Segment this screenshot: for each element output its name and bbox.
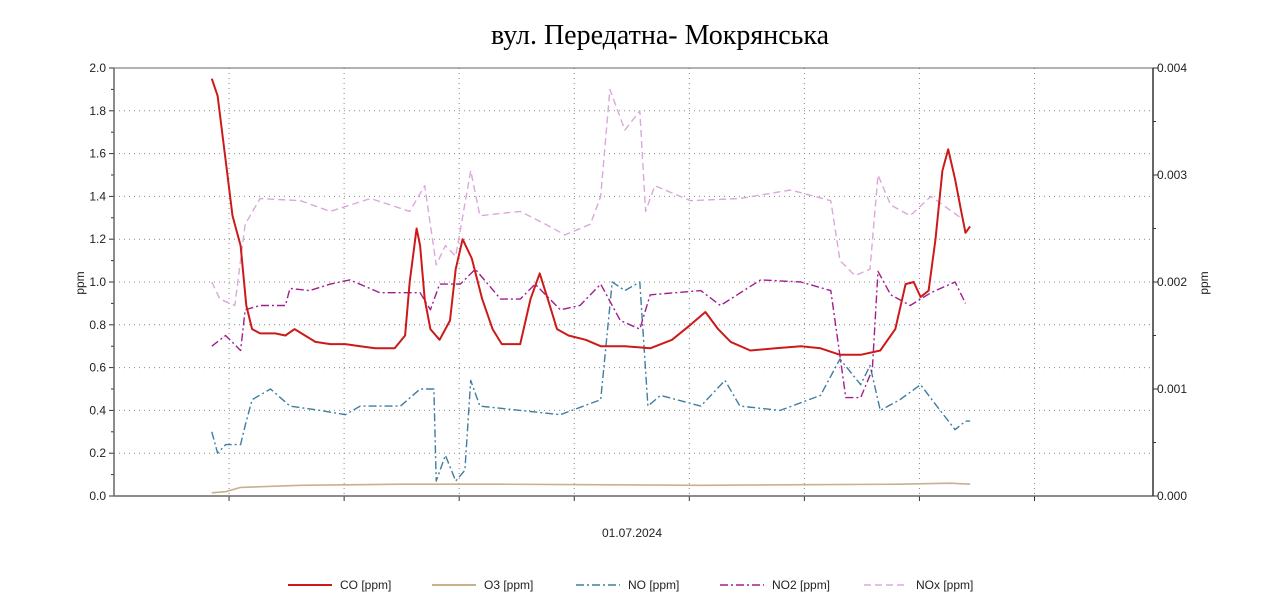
y-tick-label: 1.8: [89, 104, 106, 118]
axes: 0.0 0.2 0.4 0.6 0.8 1.0 1.2 1.4 1.6 1.8 2.0 0.000 0.…: [89, 61, 1187, 503]
legend-swatch-no: [576, 584, 620, 586]
y-tick-label: 1.4: [89, 189, 106, 203]
legend-label: NO2 [ppm]: [772, 578, 831, 592]
legend-swatch-no2: [720, 584, 764, 586]
y-tick-label: 0.0: [89, 489, 106, 503]
series-line-o3: [211, 482, 971, 494]
series-line-no2: [211, 268, 967, 399]
legend-label: NO [ppm]: [628, 578, 680, 592]
legend-item-o3: O3 [ppm]: [432, 578, 533, 592]
y-tick-label: 0.6: [89, 361, 106, 375]
legend-swatch-nox: [864, 584, 908, 586]
legend-item-nox: NOx [ppm]: [864, 578, 973, 592]
y-tick-label: 0.2: [89, 446, 106, 460]
y-tick-label: 2.0: [89, 61, 106, 75]
y-tick-label: 1.6: [89, 147, 106, 161]
chart-title: вул. Передатна- Мокрянська: [491, 20, 830, 51]
y2-tick-label: 0.003: [1157, 168, 1187, 182]
y2-tick-label: 0.004: [1157, 61, 1187, 75]
y2-tick-label: 0.000: [1157, 489, 1187, 503]
grid: [114, 68, 1153, 496]
series-group: [210, 78, 971, 494]
legend-item-no2: NO2 [ppm]: [720, 578, 830, 592]
y-tick-label: 0.8: [89, 318, 106, 332]
series-line-co: [210, 78, 971, 356]
legend-item-no: NO [ppm]: [576, 578, 679, 592]
legend-label: CO [ppm]: [340, 578, 392, 592]
y2-axis-label: ppm: [1197, 271, 1211, 294]
legend-swatch-co: [288, 584, 332, 586]
y-axis-label: ppm: [73, 271, 87, 294]
y2-tick-label: 0.002: [1157, 275, 1187, 289]
y-tick-label: 0.4: [89, 403, 106, 417]
legend-label: O3 [ppm]: [484, 578, 534, 592]
legend: CO [ppm] O3 [ppm] NO [ppm] NO2 [ppm] NOx…: [0, 578, 1280, 598]
y2-tick-label: 0.001: [1157, 382, 1187, 396]
series-line-nox: [211, 88, 962, 307]
legend-item-co: CO [ppm]: [288, 578, 391, 592]
legend-label: NOx [ppm]: [916, 578, 974, 592]
y-tick-label: 1.0: [89, 275, 106, 289]
series-line-no: [211, 281, 971, 482]
y-tick-label: 1.2: [89, 232, 106, 246]
x-axis-label: 01.07.2024: [602, 526, 662, 540]
legend-swatch-o3: [432, 584, 476, 586]
